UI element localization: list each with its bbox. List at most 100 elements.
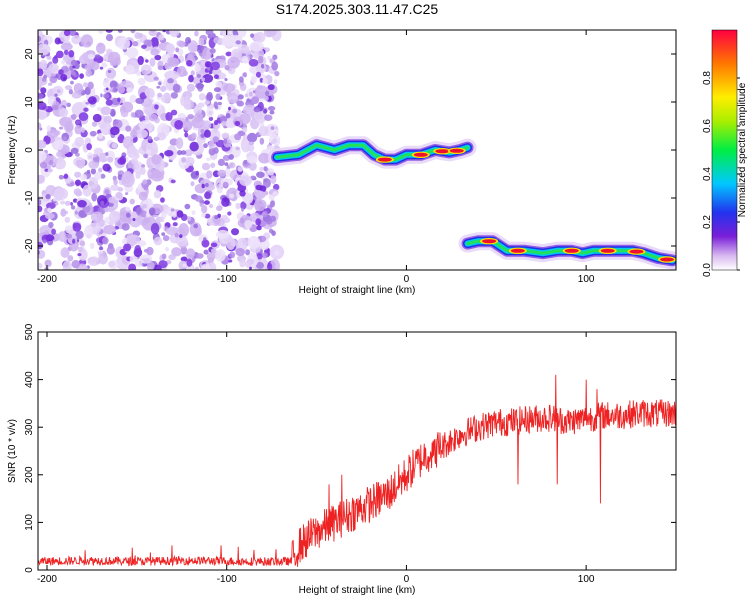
noise-speckle (134, 32, 141, 40)
noise-speckle (137, 240, 147, 247)
noise-speckle (38, 43, 51, 56)
noise-speckle (207, 67, 211, 71)
noise-speckle (255, 71, 262, 78)
noise-speckle (70, 59, 78, 66)
noise-speckle (203, 237, 207, 241)
snr-x-tick-label: -200 (37, 574, 57, 585)
tone-tracks (268, 136, 676, 270)
noise-speckle (38, 262, 43, 269)
noise-speckle (232, 108, 238, 114)
noise-speckle (250, 75, 257, 84)
spectrogram-y-tick-label: 0 (24, 147, 35, 153)
noise-speckle (65, 233, 73, 239)
noise-speckle (249, 41, 264, 52)
noise-speckle (219, 115, 228, 123)
noise-speckle (107, 51, 121, 64)
noise-speckle (89, 242, 95, 250)
noise-speckle (150, 37, 159, 49)
noise-speckle (179, 234, 183, 239)
noise-speckle (98, 246, 104, 251)
noise-speckle (174, 232, 179, 238)
snr-y-tick-label: 300 (24, 418, 35, 435)
noise-speckle (258, 125, 269, 137)
noise-speckle (191, 210, 196, 216)
noise-speckle (98, 252, 108, 265)
noise-speckle (115, 191, 123, 199)
noise-speckle (247, 236, 261, 249)
noise-speckle (228, 193, 235, 199)
noise-speckle (224, 77, 228, 82)
noise-speckle (76, 160, 85, 169)
noise-speckle (266, 262, 273, 270)
noise-speckle (48, 221, 54, 228)
snr-y-label: SNR (10 * v/v) (7, 419, 18, 483)
noise-speckle (38, 140, 47, 149)
noise-speckle (80, 34, 94, 48)
noise-speckle (135, 129, 149, 139)
noise-speckle (221, 197, 230, 207)
noise-speckle (46, 125, 51, 132)
noise-speckle (194, 112, 204, 123)
noise-speckle (271, 230, 276, 236)
noise-speckle (203, 200, 210, 205)
noise-speckle (137, 55, 144, 66)
noise-speckle (135, 97, 145, 104)
noise-speckle (215, 249, 226, 262)
noise-speckle (178, 223, 190, 238)
noise-speckle (151, 168, 161, 179)
noise-speckle (132, 218, 136, 222)
noise-speckle (146, 246, 154, 256)
noise-speckle (182, 70, 188, 77)
noise-speckle (135, 171, 141, 179)
noise-speckle (269, 258, 280, 270)
noise-speckle (38, 30, 43, 38)
noise-speckle (105, 87, 109, 91)
noise-speckle (130, 112, 136, 118)
noise-speckle (56, 139, 64, 151)
noise-speckle (184, 149, 193, 157)
noise-speckle (203, 249, 209, 255)
noise-speckle (125, 125, 132, 132)
noise-speckle (168, 254, 176, 261)
noise-speckle (69, 30, 76, 37)
noise-speckle (263, 166, 268, 172)
noise-speckle (143, 153, 149, 158)
noise-speckle (38, 36, 42, 42)
noise-speckle (52, 104, 59, 110)
noise-speckle (254, 31, 266, 43)
noise-speckle (223, 83, 236, 93)
noise-speckle (142, 203, 148, 209)
noise-speckle (175, 137, 184, 149)
tone-track-1-peak (435, 149, 450, 154)
noise-speckle (240, 201, 247, 210)
noise-speckle (38, 101, 47, 110)
noise-speckle (247, 132, 258, 143)
noise-speckle (92, 113, 102, 123)
noise-speckle (85, 102, 90, 105)
tone-track-2-peak (564, 248, 579, 253)
colorbar-label: Normalized spectral amplitude (737, 82, 748, 217)
noise-speckle (261, 252, 268, 259)
noise-speckle (228, 106, 232, 111)
noise-speckle (206, 157, 211, 162)
noise-speckle (224, 65, 230, 71)
noise-speckle (138, 191, 148, 201)
noise-speckle (126, 87, 133, 93)
noise-speckle (254, 85, 269, 99)
tone-track-2-peak (660, 257, 675, 262)
noise-speckle (49, 75, 58, 84)
noise-speckle (98, 167, 103, 173)
noise-speckle (253, 106, 261, 113)
noise-speckle (239, 258, 246, 268)
noise-speckle (130, 30, 136, 34)
noise-speckle (251, 96, 260, 105)
noise-speckle (58, 69, 64, 75)
noise-speckle (117, 85, 126, 94)
noise-speckle (209, 47, 216, 54)
noise-speckle (125, 206, 131, 212)
noise-speckle (68, 50, 75, 58)
noise-speckle (47, 82, 53, 86)
noise-speckle (71, 238, 76, 244)
noise-speckle (74, 124, 82, 135)
noise-speckle (272, 54, 278, 60)
